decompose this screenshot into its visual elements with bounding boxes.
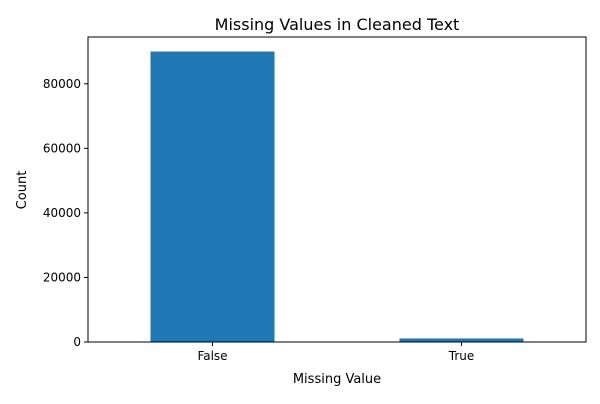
y-axis-label: Count	[15, 171, 30, 210]
bar-false	[150, 51, 275, 343]
x-tick-label: True	[448, 349, 475, 363]
y-axis-ticks: 0 20000 40000 60000 80000	[43, 77, 88, 349]
chart-title: Missing Values in Cleaned Text	[215, 15, 460, 34]
y-tick-label: 0	[73, 335, 81, 349]
y-tick-label: 60000	[43, 141, 81, 155]
bars-group	[150, 51, 524, 343]
y-tick-label: 40000	[43, 206, 81, 220]
x-tick-label: False	[197, 349, 227, 363]
x-axis-label: Missing Value	[293, 372, 381, 387]
bar-true	[399, 338, 524, 342]
plot-frame	[87, 36, 587, 343]
y-tick-label: 80000	[43, 77, 81, 91]
y-tick-label: 20000	[43, 270, 81, 284]
x-axis-ticks: False True	[197, 342, 474, 363]
